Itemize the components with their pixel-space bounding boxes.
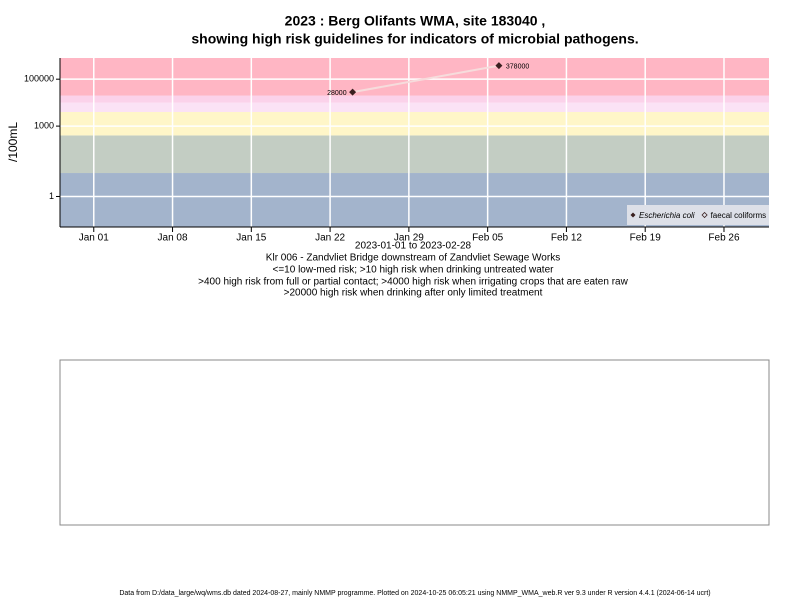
note: >20000 high risk when drinking after onl… — [284, 288, 543, 299]
note: Klr 006 - Zandvliet Bridge downstream of… — [266, 253, 560, 264]
risk-band — [60, 111, 769, 136]
x-tick-label: Jan 22 — [315, 233, 345, 244]
x-tick-label: Feb 26 — [708, 233, 740, 244]
data-point — [495, 62, 503, 70]
legend-label: faecal coliforms — [711, 211, 767, 220]
note: <=10 low-med risk; >10 high risk when dr… — [273, 265, 555, 276]
legend-marker — [701, 211, 708, 219]
risk-band — [60, 102, 769, 112]
note: >400 high risk from full or partial cont… — [198, 277, 628, 288]
plot-area — [60, 58, 769, 227]
risk-band — [60, 135, 769, 174]
risk-band — [60, 95, 769, 103]
empty-panel — [59, 359, 770, 526]
data-label: 28000 — [327, 90, 347, 97]
y-tick-label: 1 — [49, 191, 54, 201]
footer: Data from D:/data_large/wq/wms.db dated … — [119, 590, 710, 597]
data-label: 378000 — [506, 63, 529, 70]
x-tick-label: Jan 15 — [236, 233, 266, 244]
series-line — [352, 64, 500, 94]
x-tick-label: Jan 01 — [79, 233, 109, 244]
y-tick-label: 1000 — [34, 120, 54, 130]
x-axis-label: 2023-01-01 to 2023-02-28 — [355, 241, 472, 252]
x-tick-label: Jan 08 — [158, 233, 188, 244]
y-tick-label: 100000 — [24, 74, 54, 84]
chart-subtitle: showing high risk guidelines for indicat… — [191, 31, 638, 47]
legend-box — [627, 205, 769, 225]
risk-band — [60, 58, 769, 96]
x-tick-label: Feb 12 — [551, 233, 583, 244]
chart-title: 2023 : Berg Olifants WMA, site 183040 , — [285, 13, 546, 29]
legend-label: Escherichia coli — [639, 211, 695, 220]
y-axis-label: /100mL — [6, 122, 20, 162]
legend-marker — [630, 212, 636, 218]
x-tick-label: Feb 19 — [630, 233, 662, 244]
x-tick-label: Feb 05 — [472, 233, 504, 244]
data-point — [349, 88, 357, 96]
x-tick-label: Jan 29 — [394, 233, 424, 244]
